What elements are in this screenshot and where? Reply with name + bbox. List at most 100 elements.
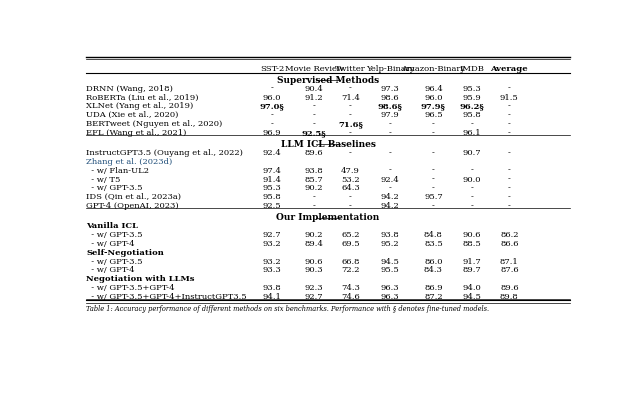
- Text: 47.9: 47.9: [341, 167, 360, 175]
- Text: 84.3: 84.3: [424, 266, 443, 274]
- Text: 93.2: 93.2: [263, 240, 282, 248]
- Text: 93.2: 93.2: [263, 257, 282, 265]
- Text: -: -: [470, 167, 474, 175]
- Text: Supervised Methods: Supervised Methods: [277, 76, 379, 85]
- Text: 53.2: 53.2: [341, 176, 360, 184]
- Text: 89.8: 89.8: [500, 293, 519, 301]
- Text: SST-2: SST-2: [260, 65, 284, 73]
- Text: -: -: [312, 120, 316, 128]
- Text: -: -: [508, 176, 511, 184]
- Text: 96.9: 96.9: [263, 129, 282, 137]
- Text: -: -: [432, 120, 435, 128]
- Text: 88.5: 88.5: [463, 240, 481, 248]
- Text: -: -: [271, 120, 274, 128]
- Text: 94.5: 94.5: [463, 293, 481, 301]
- Text: 90.7: 90.7: [463, 149, 481, 157]
- Text: 87.1: 87.1: [500, 257, 519, 265]
- Text: - w/ Flan-UL2: - w/ Flan-UL2: [86, 167, 149, 175]
- Text: -: -: [508, 193, 511, 201]
- Text: 92.4: 92.4: [263, 149, 282, 157]
- Text: -: -: [349, 85, 352, 93]
- Text: 89.4: 89.4: [305, 240, 323, 248]
- Text: -: -: [388, 184, 392, 192]
- Text: Average: Average: [490, 65, 528, 73]
- Text: 95.8: 95.8: [263, 193, 282, 201]
- Text: 95.5: 95.5: [381, 266, 399, 274]
- Text: Table 1: Accuracy performance of different methods on six benchmarks. Performanc: Table 1: Accuracy performance of differe…: [86, 305, 490, 313]
- Text: 97.0§: 97.0§: [260, 102, 285, 110]
- Text: -: -: [508, 85, 511, 93]
- Text: - w/ T5: - w/ T5: [86, 176, 120, 184]
- Text: -: -: [470, 184, 474, 192]
- Text: - w/ GPT-4: - w/ GPT-4: [86, 240, 135, 248]
- Text: 97.3: 97.3: [381, 85, 399, 93]
- Text: 94.2: 94.2: [381, 193, 399, 201]
- Text: 89.6: 89.6: [500, 284, 518, 292]
- Text: -: -: [388, 167, 392, 175]
- Text: 89.6: 89.6: [305, 149, 323, 157]
- Text: Self-Negotiation: Self-Negotiation: [86, 249, 164, 257]
- Text: 87.2: 87.2: [424, 293, 443, 301]
- Text: -: -: [349, 129, 352, 137]
- Text: Twitter: Twitter: [335, 65, 366, 73]
- Text: -: -: [271, 111, 274, 119]
- Text: 96.4: 96.4: [424, 85, 443, 93]
- Text: Zhang et al. (2023d): Zhang et al. (2023d): [86, 158, 172, 166]
- Text: 69.5: 69.5: [341, 240, 360, 248]
- Text: -: -: [349, 111, 352, 119]
- Text: -: -: [432, 184, 435, 192]
- Text: -: -: [470, 202, 474, 210]
- Text: 83.5: 83.5: [424, 240, 443, 248]
- Text: Yelp-Binary: Yelp-Binary: [365, 65, 414, 73]
- Text: -: -: [312, 193, 316, 201]
- Text: Negotiation with LLMs: Negotiation with LLMs: [86, 275, 195, 283]
- Text: 95.8: 95.8: [463, 111, 481, 119]
- Text: 90.6: 90.6: [305, 257, 323, 265]
- Text: XLNet (Yang et al., 2019): XLNet (Yang et al., 2019): [86, 102, 193, 110]
- Text: 74.3: 74.3: [341, 284, 360, 292]
- Text: 93.8: 93.8: [305, 167, 323, 175]
- Text: -: -: [508, 184, 511, 192]
- Text: 71.4: 71.4: [341, 94, 360, 102]
- Text: - w/ GPT-3.5+GPT-4: - w/ GPT-3.5+GPT-4: [86, 284, 175, 292]
- Text: InstructGPT3.5 (Ouyang et al., 2022): InstructGPT3.5 (Ouyang et al., 2022): [86, 149, 243, 157]
- Text: EFL (Wang et al., 2021): EFL (Wang et al., 2021): [86, 129, 187, 137]
- Text: 95.9: 95.9: [463, 94, 481, 102]
- Text: -: -: [508, 202, 511, 210]
- Text: 97.9§: 97.9§: [421, 102, 446, 110]
- Text: -: -: [312, 111, 316, 119]
- Text: IMDB: IMDB: [460, 65, 484, 73]
- Text: -: -: [432, 149, 435, 157]
- Text: - w/ GPT-3.5: - w/ GPT-3.5: [86, 184, 143, 192]
- Text: IDS (Qin et al., 2023a): IDS (Qin et al., 2023a): [86, 193, 181, 201]
- Text: -: -: [388, 129, 392, 137]
- Text: 86.2: 86.2: [500, 231, 518, 239]
- Text: 92.5§: 92.5§: [301, 129, 326, 137]
- Text: 96.3: 96.3: [381, 284, 399, 292]
- Text: -: -: [349, 202, 352, 210]
- Text: 94.2: 94.2: [381, 202, 399, 210]
- Text: - w/ GPT-4: - w/ GPT-4: [86, 266, 135, 274]
- Text: 94.0: 94.0: [463, 284, 481, 292]
- Text: 90.4: 90.4: [305, 85, 323, 93]
- Text: 95.3: 95.3: [463, 85, 481, 93]
- Text: 98.6: 98.6: [381, 94, 399, 102]
- Text: 90.2: 90.2: [305, 231, 323, 239]
- Text: 93.8: 93.8: [381, 231, 399, 239]
- Text: Vanilla ICL: Vanilla ICL: [86, 222, 138, 230]
- Text: 74.6: 74.6: [341, 293, 360, 301]
- Text: 97.9: 97.9: [381, 111, 399, 119]
- Text: -: -: [432, 129, 435, 137]
- Text: 97.4: 97.4: [263, 167, 282, 175]
- Text: -: -: [312, 202, 316, 210]
- Text: -: -: [508, 149, 511, 157]
- Text: 95.2: 95.2: [381, 240, 399, 248]
- Text: 86.6: 86.6: [500, 240, 518, 248]
- Text: 95.7: 95.7: [424, 193, 443, 201]
- Text: 92.5: 92.5: [263, 202, 282, 210]
- Text: 85.7: 85.7: [305, 176, 323, 184]
- Text: 95.3: 95.3: [263, 184, 282, 192]
- Text: 91.5: 91.5: [500, 94, 519, 102]
- Text: DRNN (Wang, 2018): DRNN (Wang, 2018): [86, 85, 173, 93]
- Text: -: -: [508, 120, 511, 128]
